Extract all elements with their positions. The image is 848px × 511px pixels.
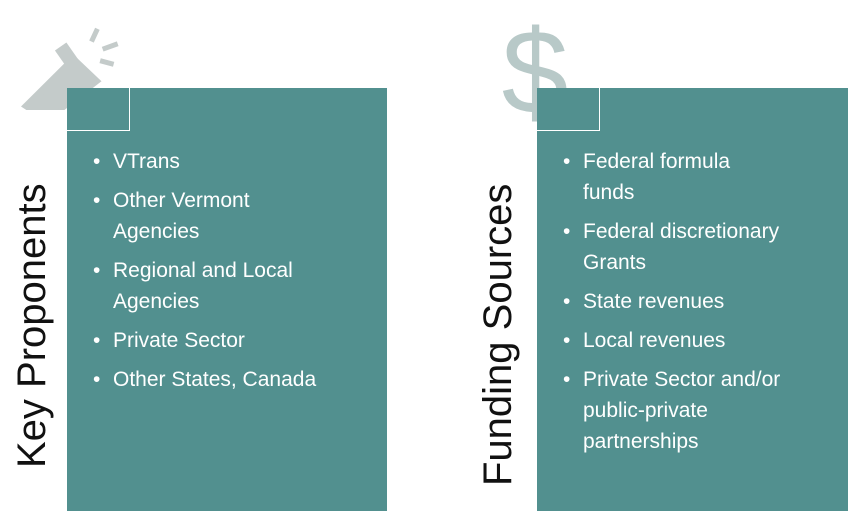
bullet-list: VTransOther VermontAgenciesRegional and … xyxy=(93,146,316,403)
bullet-text: Other Vermont xyxy=(113,189,250,212)
bullet-text: VTrans xyxy=(113,150,180,173)
bullet-item: Regional and Local Agencies xyxy=(93,255,316,317)
bullet-item: Local revenues xyxy=(563,325,780,356)
bullet-text: Agencies xyxy=(113,290,200,313)
bullet-text: Other States, Canada xyxy=(113,368,317,391)
bullet-text: State revenues xyxy=(583,290,725,313)
panel-title: Funding Sources xyxy=(476,183,520,486)
bullet-text: Agencies xyxy=(113,220,200,243)
bullet-text: Federal discretionary xyxy=(583,220,780,243)
bullet-list: Federal formula funds Federal discretionar… xyxy=(563,146,780,465)
bullet-item: Private Sector xyxy=(93,325,316,356)
bullet-item: VTrans xyxy=(93,146,316,177)
bullet-item: Private Sector and/or public-private partn… xyxy=(563,364,780,457)
bullet-item: Other Vermont Agencies xyxy=(93,185,316,247)
bullet-text: public-private xyxy=(583,399,708,422)
corner-outline xyxy=(537,88,600,131)
bullet-text: Grants xyxy=(583,251,647,274)
bullet-text: partnerships xyxy=(583,430,699,453)
panel-title: Key Proponents xyxy=(10,183,54,468)
bullet-text: Local revenues xyxy=(583,329,726,352)
megaphone-icon xyxy=(20,27,119,110)
panel: VTransOther VermontAgenciesRegional and … xyxy=(67,88,387,511)
bullet-text: Private Sector xyxy=(113,329,245,352)
bullet-text: Private Sector and/or xyxy=(583,368,781,391)
bullet-item: State revenues xyxy=(563,286,780,317)
bullet-text: Federal formula xyxy=(583,150,731,173)
bullet-item: Federal formula funds xyxy=(563,146,780,208)
panel: Federal formula funds Federal discretionar… xyxy=(537,88,848,511)
bullet-item: Federal discretionary Grants xyxy=(563,216,780,278)
bullet-text: Regional and Local xyxy=(113,259,293,282)
corner-outline xyxy=(67,88,130,131)
bullet-text: funds xyxy=(583,181,635,204)
bullet-item: Other States, Canada xyxy=(93,364,316,395)
